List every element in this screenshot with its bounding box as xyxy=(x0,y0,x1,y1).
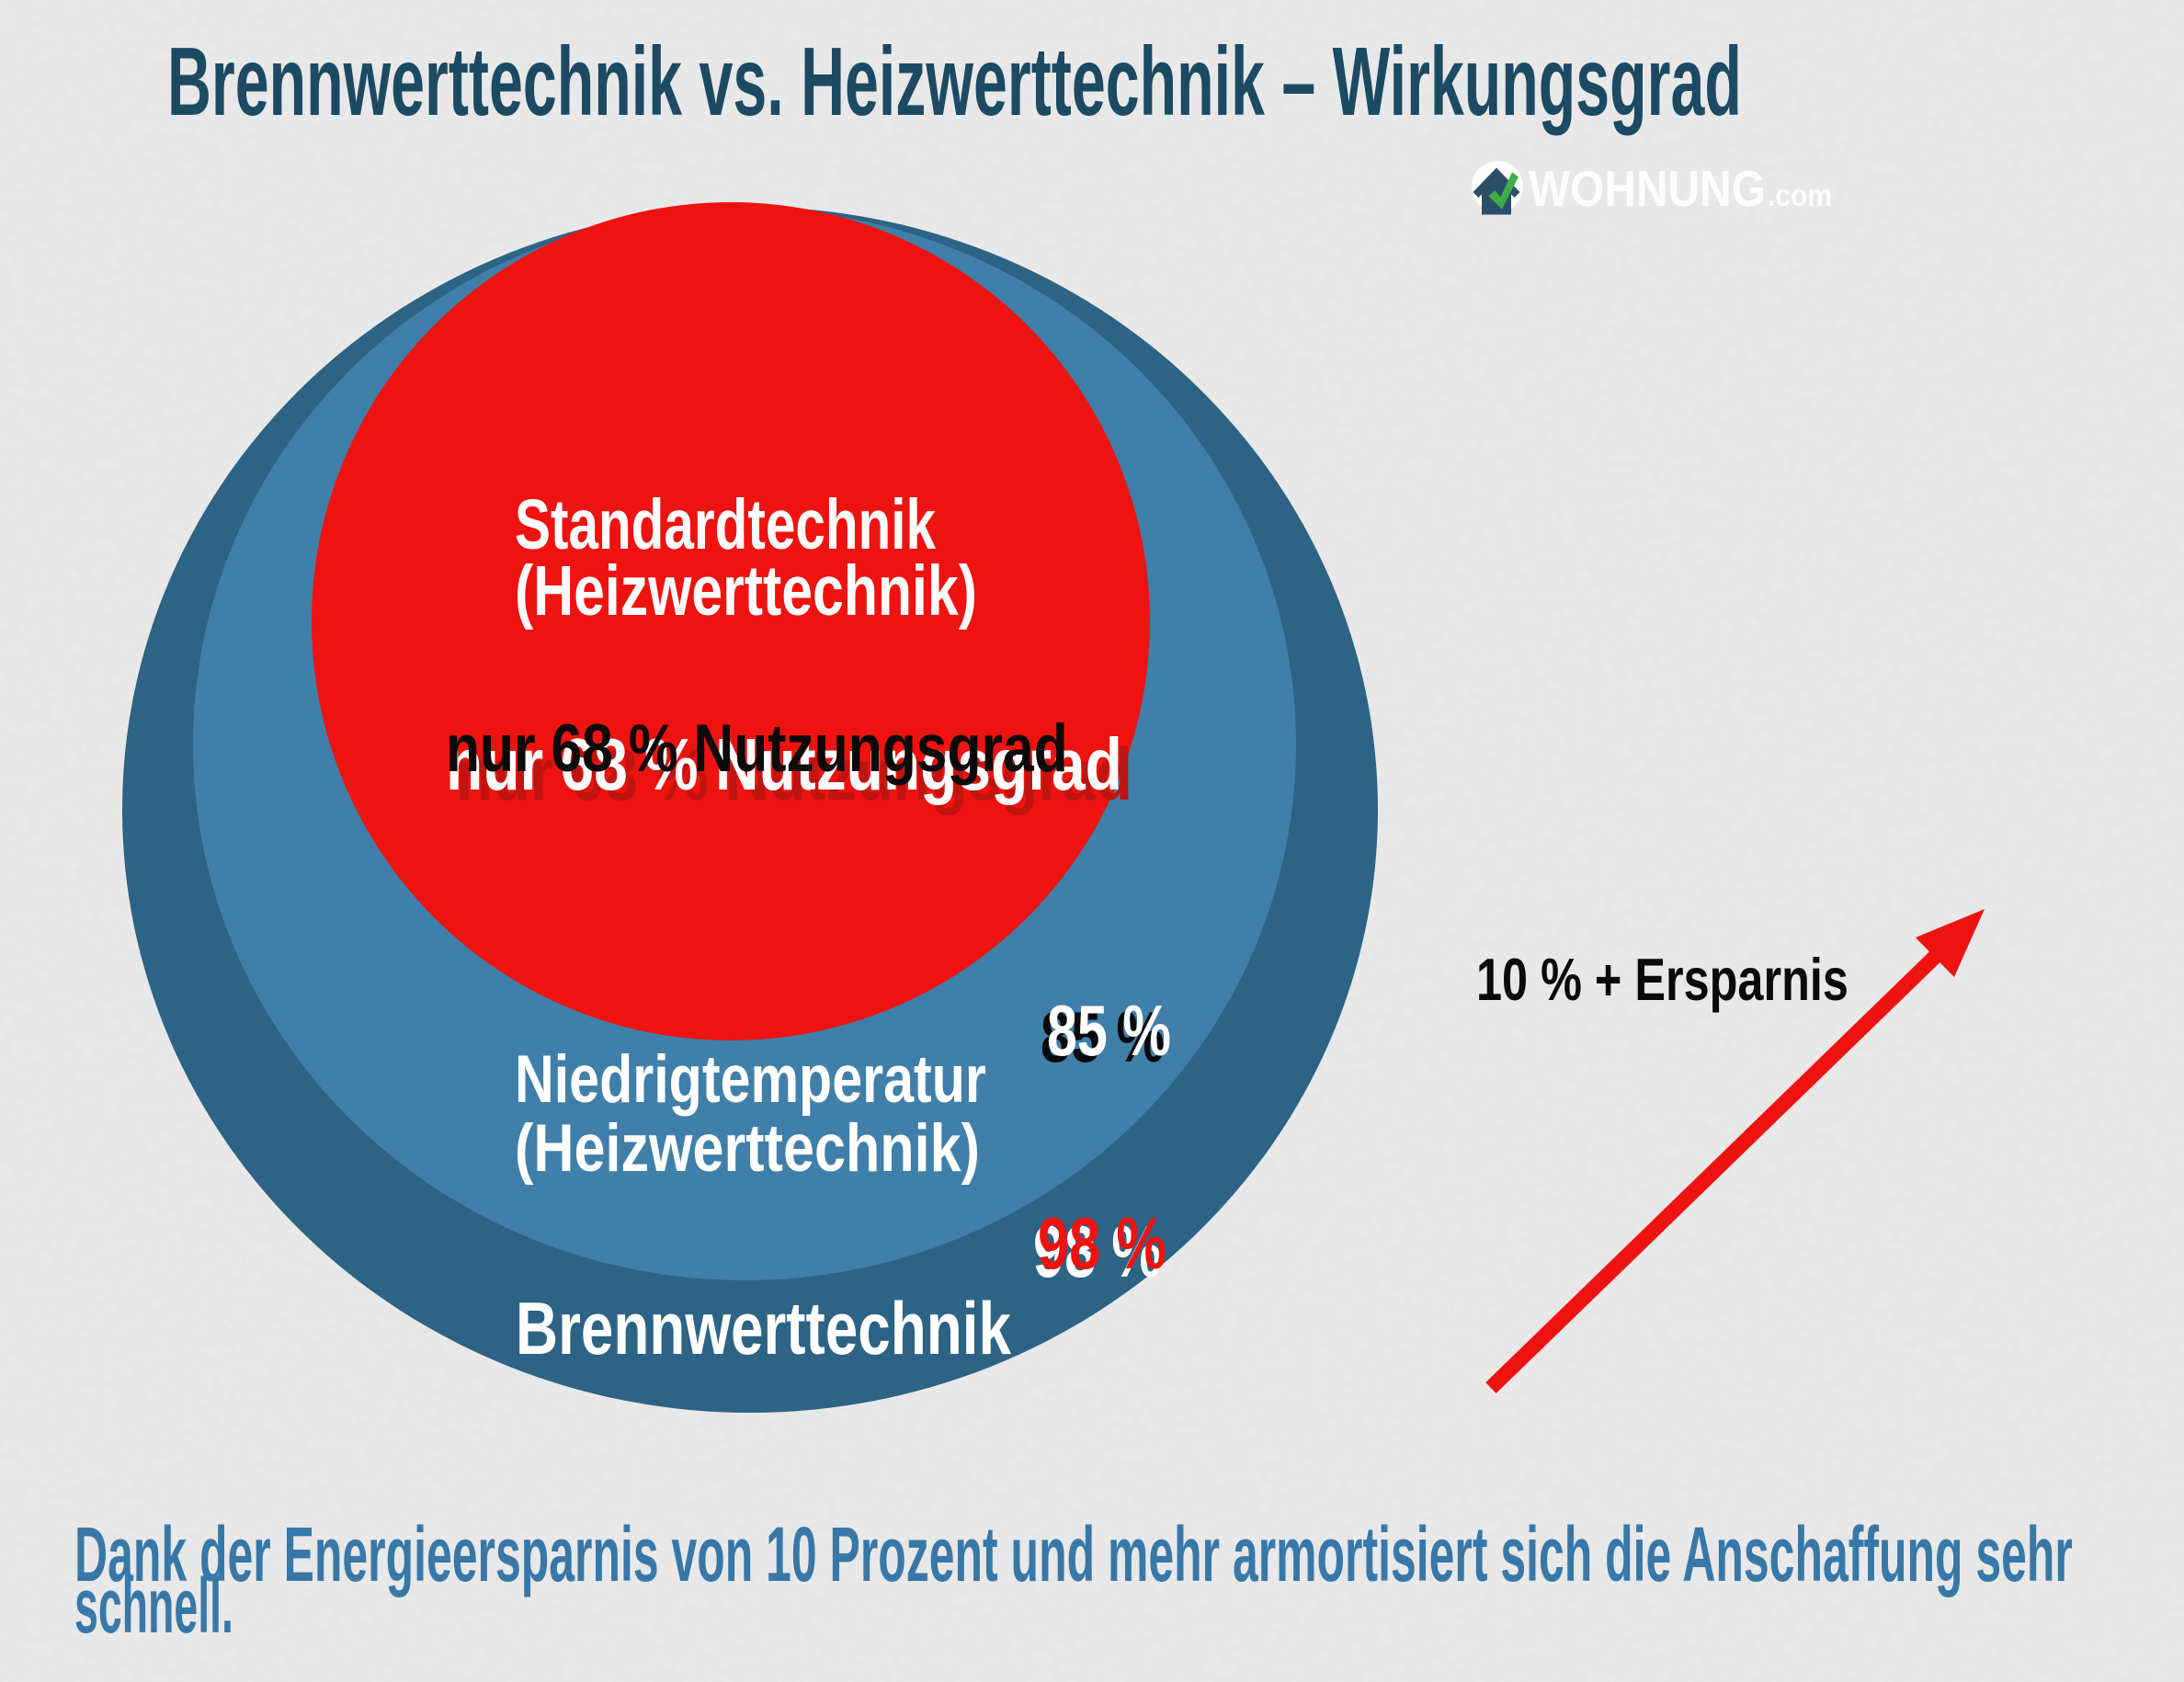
svg-text:nur 68 % Nutzungsgrad: nur 68 % Nutzungsgrad xyxy=(456,733,1132,816)
svg-text:98 %: 98 % xyxy=(1038,1202,1166,1285)
svg-text:nur 68 % Nutzungsgrad: nur 68 % Nutzungsgrad xyxy=(446,723,1122,806)
svg-text:(Heizwerttechnik): (Heizwerttechnik) xyxy=(515,551,977,631)
svg-text:85 %: 85 % xyxy=(1047,990,1171,1071)
svg-text:Brennwerttechnik: Brennwerttechnik xyxy=(516,1288,1011,1370)
svg-text:85 %: 85 % xyxy=(1041,996,1165,1077)
svg-text:98 %: 98 % xyxy=(1033,1210,1162,1293)
svg-text:(Heizwerttechnik): (Heizwerttechnik) xyxy=(515,1111,980,1186)
svg-text:nur 68 % Nutzungsgrad: nur 68 % Nutzungsgrad xyxy=(446,711,1068,787)
svg-text:schnell.: schnell. xyxy=(74,1564,233,1650)
svg-text:10 % + Ersparnis: 10 % + Ersparnis xyxy=(1476,947,1848,1014)
svg-text:Niedrigtemperatur: Niedrigtemperatur xyxy=(515,1042,986,1117)
svg-text:Standardtechnik: Standardtechnik xyxy=(515,485,937,564)
svg-text:.com: .com xyxy=(1768,177,1832,212)
svg-text:Dank der Energieersparnis von: Dank der Energieersparnis von 10 Prozent… xyxy=(74,1510,2073,1597)
svg-text:Brennwerttechnik vs. Heizwertt: Brennwerttechnik vs. Heizwerttechnik – W… xyxy=(167,27,1742,136)
svg-text:WOHNUNG: WOHNUNG xyxy=(1529,160,1766,217)
